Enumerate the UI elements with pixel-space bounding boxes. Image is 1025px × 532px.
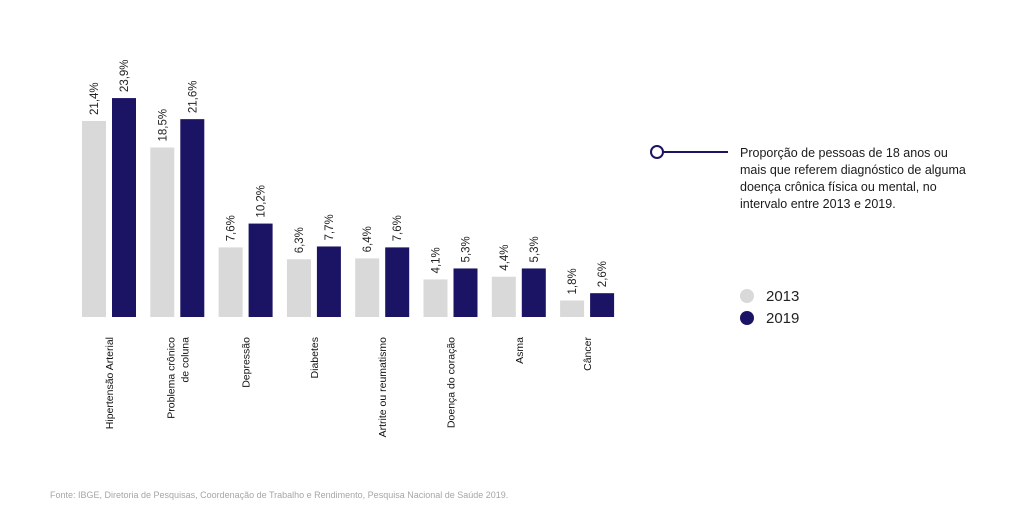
category-label-6: Asma	[514, 337, 526, 364]
annotation-text: Proporção de pessoas de 18 anos ou mais …	[740, 146, 966, 211]
legend-swatch-2013	[740, 289, 754, 303]
chart-legend: 2013 2019	[740, 285, 799, 329]
legend-swatch-2019	[740, 311, 754, 325]
bar-2013-1	[150, 147, 175, 317]
data-label-2013-3: 6,3%	[294, 227, 306, 253]
data-label-2013-6: 4,4%	[499, 244, 511, 270]
data-label-2019-3: 7,7%	[324, 214, 336, 240]
data-label-2019-6: 5,3%	[529, 236, 541, 262]
data-label-2019-0: 23,9%	[119, 59, 131, 92]
data-label-2019-4: 7,6%	[392, 215, 404, 241]
legend-label: 2013	[766, 287, 800, 305]
bar-2019-6	[521, 268, 546, 317]
bar-2019-7	[590, 293, 615, 317]
bar-2019-4	[385, 247, 410, 317]
data-label-2019-5: 5,3%	[461, 236, 473, 262]
category-label-5: Doença do coração	[446, 337, 458, 428]
category-label-3: Diabetes	[309, 337, 321, 378]
bar-2019-2	[248, 223, 273, 317]
annotation-marker-icon	[650, 145, 728, 159]
bar-2019-0	[112, 98, 136, 318]
category-label-1: Problema crônico	[165, 337, 177, 419]
bar-2013-2	[218, 247, 243, 317]
data-label-2019-1: 21,6%	[187, 81, 199, 114]
data-label-2019-2: 10,2%	[256, 185, 268, 218]
bar-2019-5	[453, 268, 478, 317]
data-label-2013-4: 6,4%	[362, 226, 374, 252]
category-label-4: Artrite ou reumatismo	[377, 337, 389, 438]
source-note: Fonte: IBGE, Diretoria de Pesquisas, Coo…	[50, 490, 509, 500]
bar-2013-6	[491, 276, 516, 317]
data-label-2013-5: 4,1%	[431, 247, 443, 273]
legend-item-2013: 2013	[740, 285, 799, 307]
bar-2019-3	[316, 246, 341, 317]
data-label-2013-0: 21,4%	[89, 82, 101, 115]
legend-item-2019: 2019	[740, 307, 799, 329]
bar-chart: 21,4% 23,9% Hipertensão Arterial 18,5% 21,6%…	[82, 59, 615, 438]
legend-label: 2019	[766, 309, 800, 327]
bar-2013-0	[82, 120, 106, 317]
category-label-0: Hipertensão Arterial	[104, 337, 116, 429]
bar-2013-7	[560, 300, 585, 317]
bar-2019-1	[180, 119, 205, 317]
bar-2013-5	[423, 279, 448, 317]
data-label-2013-2: 7,6%	[226, 215, 238, 241]
category-label-7: Câncer	[582, 337, 594, 371]
bar-2013-3	[286, 259, 311, 317]
data-label-2019-7: 2,6%	[597, 261, 609, 287]
category-label-1: de coluna	[179, 337, 191, 383]
data-label-2013-1: 18,5%	[157, 109, 169, 142]
category-label-2: Depressão	[241, 337, 253, 388]
data-label-2013-7: 1,8%	[567, 268, 579, 294]
bar-2013-4	[355, 258, 380, 317]
